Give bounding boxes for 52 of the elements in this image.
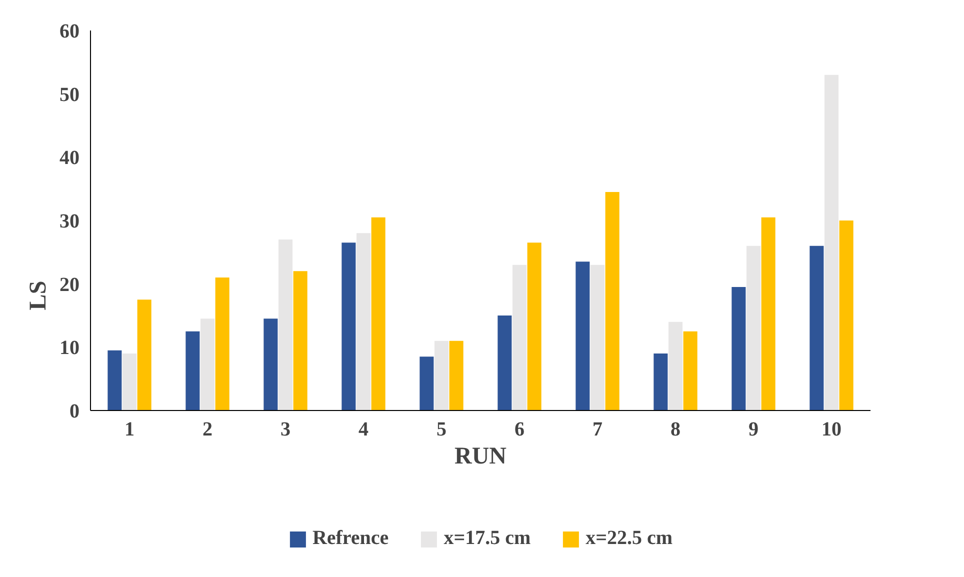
x-tick-label: 2	[202, 418, 212, 440]
legend-label: x=22.5 cm	[586, 527, 673, 550]
bar	[449, 340, 464, 410]
bar	[200, 318, 215, 410]
x-tick-label: 1	[124, 418, 134, 440]
bar	[683, 331, 698, 410]
y-axis-title: LS	[26, 280, 52, 310]
bar	[498, 316, 512, 410]
x-tick-label: 6	[514, 418, 524, 440]
x-tick-label: 8	[670, 418, 680, 440]
bar	[576, 262, 590, 410]
bar	[356, 233, 371, 410]
bar	[654, 354, 668, 410]
bar	[342, 242, 356, 410]
bar	[371, 217, 386, 410]
bar	[839, 220, 854, 410]
bar	[293, 271, 308, 410]
bar	[264, 318, 278, 410]
y-tick-label: 50	[60, 84, 80, 106]
bar	[668, 322, 683, 410]
y-tick-label: 0	[70, 400, 80, 422]
bar	[732, 287, 746, 410]
x-tick-label: 7	[592, 418, 602, 440]
bar	[434, 340, 449, 410]
bar	[108, 350, 122, 410]
x-tick-label: 4	[358, 418, 368, 440]
bar	[605, 192, 620, 410]
bar	[746, 246, 761, 410]
bar	[186, 331, 200, 410]
legend-label: Refrence	[312, 527, 389, 550]
y-tick-label: 40	[60, 147, 80, 170]
bar	[137, 300, 152, 410]
bar	[810, 246, 824, 410]
bar	[512, 264, 527, 410]
bar	[215, 278, 230, 410]
x-tick-label: 10	[822, 418, 842, 440]
x-axis-title: RUN	[454, 444, 508, 470]
y-tick-label: 20	[60, 274, 80, 296]
legend-label: x=17.5 cm	[444, 527, 531, 550]
x-tick-label: 5	[436, 418, 446, 440]
bar	[761, 217, 776, 410]
bar	[278, 240, 293, 410]
bar	[527, 242, 542, 410]
bar	[824, 74, 839, 410]
bar	[420, 356, 434, 410]
bar	[590, 264, 605, 410]
y-tick-label: 10	[60, 337, 80, 360]
bar	[122, 354, 137, 410]
y-tick-label: 30	[60, 210, 80, 232]
x-tick-label: 9	[748, 418, 758, 440]
x-tick-label: 3	[280, 418, 290, 440]
y-tick-label: 60	[60, 20, 80, 42]
